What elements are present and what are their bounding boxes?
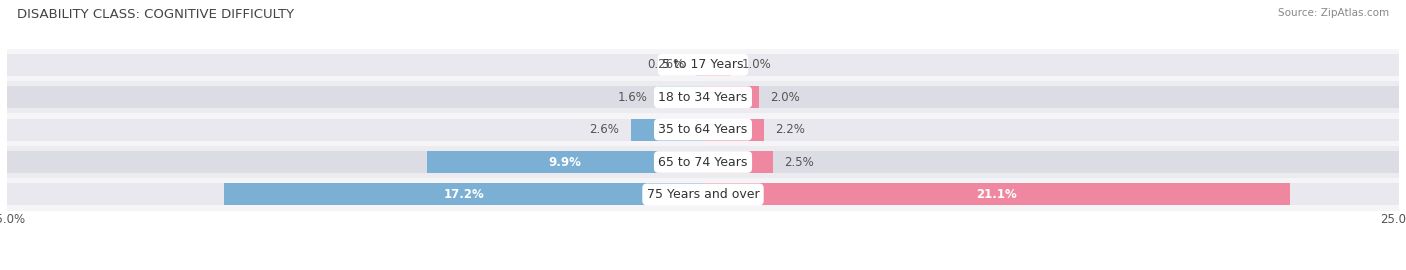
- Text: 21.1%: 21.1%: [976, 188, 1017, 201]
- Bar: [703, 54, 731, 76]
- Text: 0.26%: 0.26%: [647, 58, 685, 71]
- Text: 2.2%: 2.2%: [775, 123, 806, 136]
- Bar: [7, 81, 1399, 113]
- Bar: [7, 183, 703, 205]
- Bar: [703, 183, 1399, 205]
- Bar: [703, 151, 1399, 173]
- Text: 65 to 74 Years: 65 to 74 Years: [658, 156, 748, 168]
- Text: 9.9%: 9.9%: [548, 156, 582, 168]
- Text: 2.6%: 2.6%: [589, 123, 620, 136]
- Text: 18 to 34 Years: 18 to 34 Years: [658, 91, 748, 104]
- Bar: [703, 86, 759, 108]
- Bar: [224, 183, 703, 205]
- Text: 2.5%: 2.5%: [783, 156, 814, 168]
- Text: Source: ZipAtlas.com: Source: ZipAtlas.com: [1278, 8, 1389, 18]
- Bar: [7, 113, 1399, 146]
- Bar: [631, 119, 703, 141]
- Text: 1.0%: 1.0%: [742, 58, 772, 71]
- Text: 5 to 17 Years: 5 to 17 Years: [662, 58, 744, 71]
- Bar: [703, 54, 1399, 76]
- Text: DISABILITY CLASS: COGNITIVE DIFFICULTY: DISABILITY CLASS: COGNITIVE DIFFICULTY: [17, 8, 294, 21]
- Bar: [7, 178, 1399, 211]
- Bar: [703, 119, 765, 141]
- Bar: [7, 49, 1399, 81]
- Bar: [427, 151, 703, 173]
- Bar: [658, 86, 703, 108]
- Bar: [703, 151, 773, 173]
- Bar: [7, 86, 703, 108]
- Bar: [696, 54, 703, 76]
- Bar: [703, 119, 1399, 141]
- Bar: [7, 151, 703, 173]
- Bar: [703, 86, 1399, 108]
- Bar: [703, 183, 1291, 205]
- Text: 35 to 64 Years: 35 to 64 Years: [658, 123, 748, 136]
- Bar: [7, 146, 1399, 178]
- Text: 1.6%: 1.6%: [617, 91, 647, 104]
- Text: 17.2%: 17.2%: [443, 188, 484, 201]
- Bar: [7, 54, 703, 76]
- Legend: Male, Female: Male, Female: [631, 266, 775, 270]
- Bar: [7, 119, 703, 141]
- Text: 75 Years and over: 75 Years and over: [647, 188, 759, 201]
- Text: 2.0%: 2.0%: [770, 91, 800, 104]
